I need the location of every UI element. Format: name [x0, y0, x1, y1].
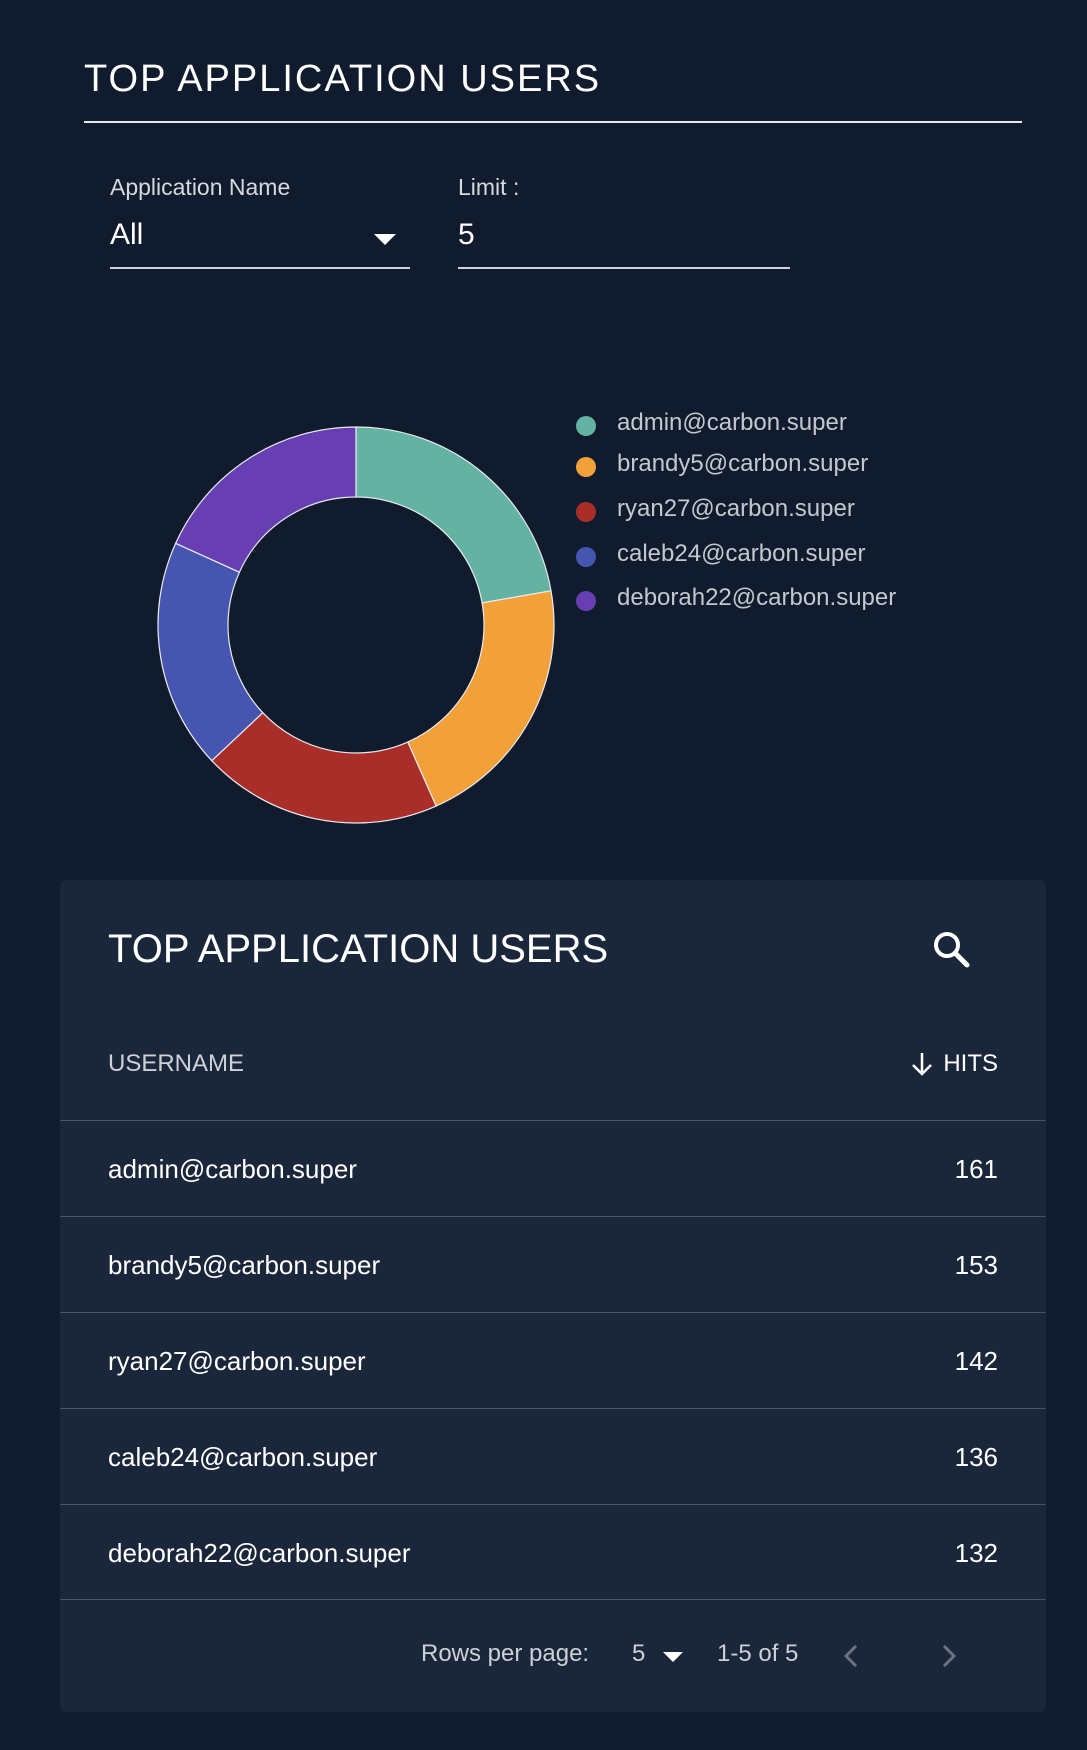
rows-per-page-select[interactable]: 5 [632, 1640, 646, 1667]
donut-slice-deborah22@carbon.super[interactable] [174, 426, 357, 573]
legend-dot [576, 416, 596, 436]
donut-slice-brandy5@carbon.super[interactable] [407, 590, 555, 807]
column-header-username[interactable]: USERNAME [108, 1050, 245, 1077]
rows-per-page-label: Rows per page: [421, 1640, 590, 1667]
donut-chart [157, 426, 555, 824]
username-cell: ryan27@carbon.super [108, 1346, 366, 1376]
legend-label: caleb24@carbon.super [617, 540, 866, 567]
legend-dot [576, 457, 596, 477]
hits-cell: 132 [954, 1538, 998, 1568]
pagination: Rows per page: 5 1-5 of 5 [60, 1640, 1046, 1676]
legend-dot [576, 591, 596, 611]
arrow-down-icon [912, 1053, 933, 1076]
limit-value: 5 [458, 218, 475, 251]
legend-label: admin@carbon.super [617, 409, 847, 436]
hits-cell: 142 [954, 1346, 998, 1376]
users-table-card: TOP APPLICATION USERS USERNAME HITS admi… [60, 880, 1046, 1712]
table-row[interactable]: deborah22@carbon.super 132 [60, 1504, 1046, 1600]
donut-slice-caleb24@carbon.super[interactable] [157, 542, 264, 762]
table-row[interactable]: ryan27@carbon.super 142 [60, 1312, 1046, 1408]
hits-cell: 161 [954, 1154, 998, 1184]
previous-page-button[interactable] [838, 1640, 866, 1672]
limit-input[interactable]: Limit : 5 [458, 174, 790, 270]
application-name-label: Application Name [110, 174, 291, 200]
pagination-range: 1-5 of 5 [717, 1640, 799, 1667]
donut-slice-admin@carbon.super[interactable] [355, 426, 552, 604]
legend-dot [576, 502, 596, 522]
title-divider [84, 121, 1022, 123]
next-page-button[interactable] [934, 1640, 962, 1672]
hits-cell: 153 [954, 1250, 998, 1280]
legend-label: brandy5@carbon.super [617, 450, 869, 477]
hits-cell: 136 [954, 1442, 998, 1472]
legend-label: deborah22@carbon.super [617, 584, 897, 611]
legend-label: ryan27@carbon.super [617, 495, 855, 522]
limit-label: Limit : [458, 174, 520, 200]
application-name-value: All [110, 218, 144, 251]
table-row[interactable]: brandy5@carbon.super 153 [60, 1216, 1046, 1312]
table-title: TOP APPLICATION USERS [108, 927, 609, 971]
chevron-down-icon[interactable] [663, 1652, 683, 1662]
username-cell: caleb24@carbon.super [108, 1442, 378, 1472]
table-row[interactable]: admin@carbon.super 161 [60, 1120, 1046, 1216]
limit-underline [458, 267, 790, 269]
application-name-select[interactable]: Application Name All [110, 174, 410, 270]
chevron-down-icon [374, 234, 396, 245]
search-icon[interactable] [930, 928, 974, 972]
table-row[interactable]: caleb24@carbon.super 136 [60, 1408, 1046, 1504]
column-header-hits[interactable]: HITS [909, 1050, 998, 1078]
username-cell: admin@carbon.super [108, 1154, 357, 1184]
page-title: TOP APPLICATION USERS [84, 58, 602, 100]
legend-dot [576, 547, 596, 567]
username-cell: deborah22@carbon.super [108, 1538, 411, 1568]
hits-header-label: HITS [943, 1050, 998, 1077]
application-name-underline [110, 267, 410, 269]
username-cell: brandy5@carbon.super [108, 1250, 381, 1280]
table-body: admin@carbon.super 161 brandy5@carbon.su… [60, 1120, 1046, 1600]
